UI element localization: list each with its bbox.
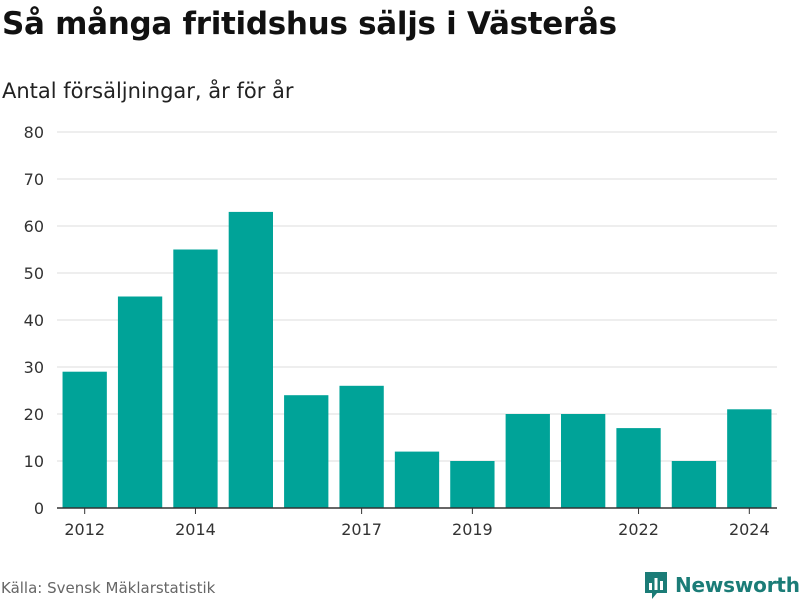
bar [173, 249, 218, 508]
x-tick-label: 2022 [618, 520, 659, 539]
y-tick-label: 30 [24, 358, 44, 377]
bar [727, 409, 772, 508]
bar [616, 428, 661, 508]
bar [394, 451, 440, 508]
bar [62, 371, 107, 508]
chart-title: Så många fritidshus säljs i Västerås [2, 6, 617, 42]
bar [505, 414, 550, 508]
bar-chart-speech-bubble-icon [645, 572, 667, 599]
bar [450, 461, 495, 508]
x-tick-label: 2012 [64, 520, 105, 539]
y-tick-label: 10 [24, 452, 44, 471]
y-tick-label: 40 [24, 311, 44, 330]
bar [561, 414, 606, 508]
y-axis-ticks: 0 10 20 30 40 50 60 70 80 [24, 123, 44, 518]
x-tick-label: 2019 [452, 520, 493, 539]
bar [339, 385, 384, 508]
bar [228, 211, 273, 508]
gridlines [57, 131, 777, 462]
y-tick-label: 70 [24, 170, 44, 189]
y-tick-label: 60 [24, 217, 44, 236]
y-tick-label: 20 [24, 405, 44, 424]
brand-name: Newsworthy [675, 573, 800, 597]
bar [284, 395, 329, 508]
brand-logo: Newsworthy [643, 570, 800, 600]
y-tick-label: 80 [24, 123, 44, 142]
bar [117, 296, 163, 508]
chart-subtitle: Antal försäljningar, år för år [2, 79, 294, 103]
bars [62, 211, 772, 508]
x-tick-label: 2014 [175, 520, 216, 539]
y-tick-label: 50 [24, 264, 44, 283]
x-tick-label: 2017 [341, 520, 382, 539]
bar [671, 461, 717, 508]
x-tick-label: 2024 [729, 520, 770, 539]
source-note: Källa: Svensk Mäklarstatistik [1, 579, 216, 597]
y-tick-label: 0 [34, 499, 44, 518]
x-axis-ticks: 2012 2014 2017 2019 2022 2024 [64, 508, 770, 539]
